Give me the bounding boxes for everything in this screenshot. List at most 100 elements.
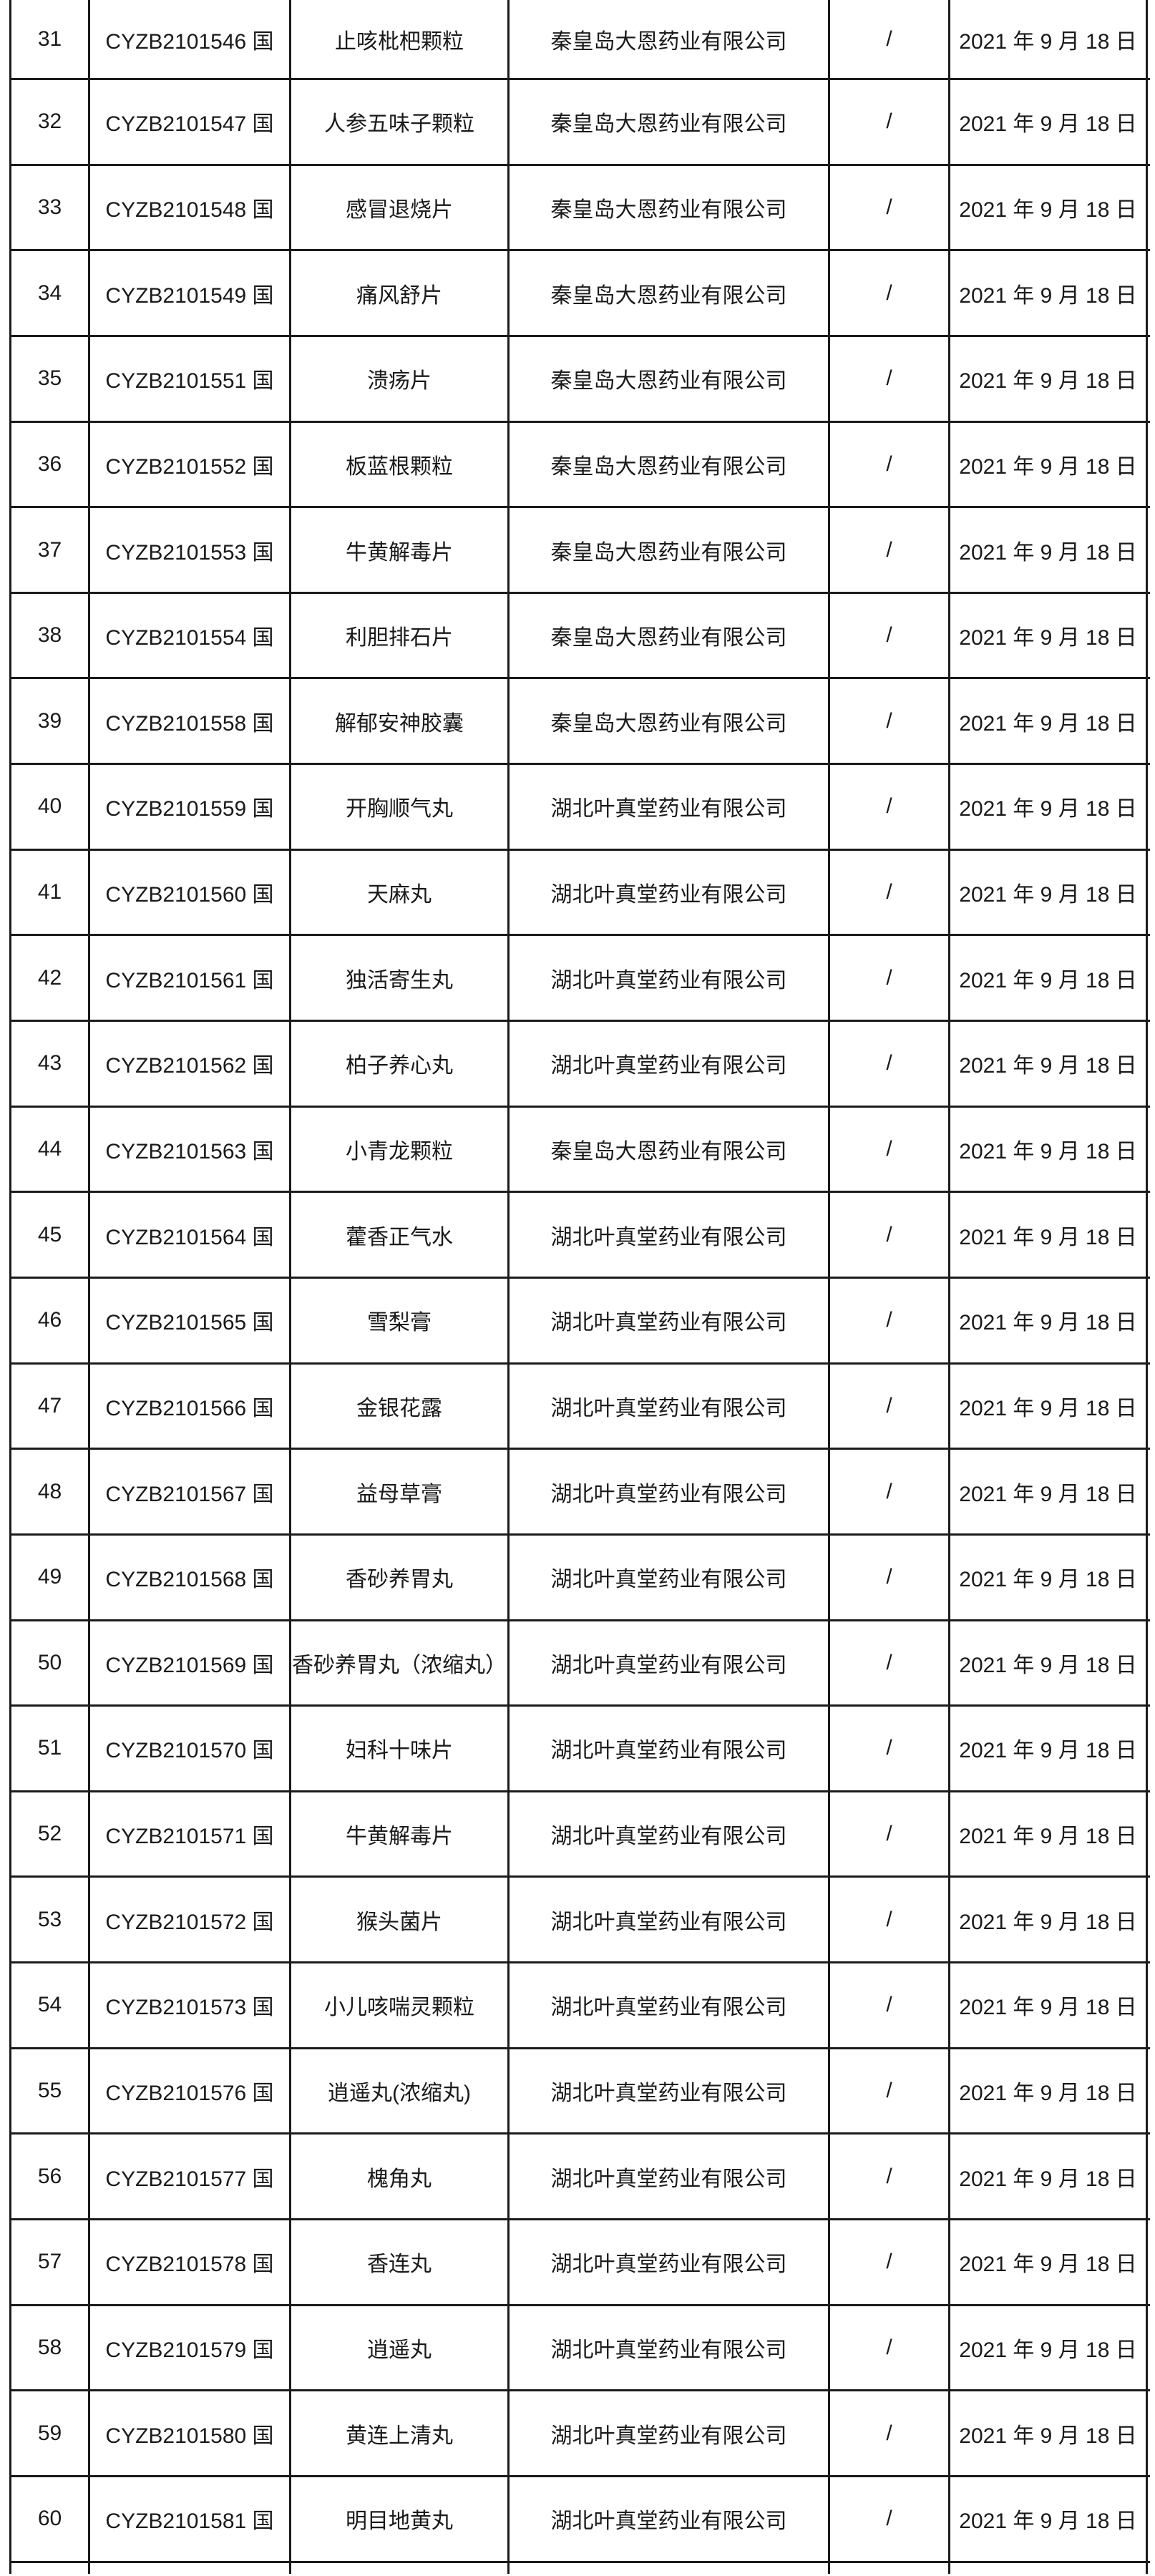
cell-remark: / <box>830 1107 950 1191</box>
cell-approval-date: 2021 年 9 月 18 日 <box>950 0 1148 78</box>
cell-approval-number: CYZB2101553 国 <box>90 508 291 592</box>
cell-company: 湖北叶真堂药业有限公司 <box>510 1878 830 1962</box>
cell-approval-date: 2021 年 9 月 18 日 <box>950 593 1148 678</box>
cell-drug-name: 止咳枇杷颗粒 <box>291 0 510 78</box>
cell-remark: / <box>830 850 950 935</box>
cell-approval-number: CYZB2101573 国 <box>90 1963 291 2047</box>
cell-row-number: 58 <box>11 2306 90 2390</box>
cell-row-number: 44 <box>11 1107 90 1191</box>
cell-company: 湖北叶真堂药业有限公司 <box>510 1450 830 1533</box>
cell-drug-name: 逍遥丸(浓缩丸) <box>291 2049 510 2133</box>
cell-company: 秦皇岛大恩药业有限公司 <box>510 0 830 78</box>
table-row: 42 CYZB2101561 国 独活寄生丸 湖北叶真堂药业有限公司 / 202… <box>11 936 1150 1023</box>
table-row: 39 CYZB2101558 国 解郁安神胶囊 秦皇岛大恩药业有限公司 / 20… <box>11 679 1150 766</box>
cell-drug-name: 独活寄生丸 <box>291 936 510 1020</box>
cell-approval-date: 2021 年 9 月 18 日 <box>950 1707 1148 1790</box>
cell-approval-number: CYZB2101572 国 <box>90 1878 291 1962</box>
cell-company: 湖北叶真堂药业有限公司 <box>510 2391 830 2475</box>
cell-drug-name: 明目地黄丸 <box>291 2477 510 2561</box>
cell-drug-name: 板蓝根颗粒 <box>291 422 510 507</box>
table-row: 37 CYZB2101553 国 牛黄解毒片 秦皇岛大恩药业有限公司 / 202… <box>11 508 1150 594</box>
cell-drug-name: 天麻丸 <box>291 850 510 935</box>
cell-approval-number: CYZB2101580 国 <box>90 2391 291 2475</box>
table-row: 31 CYZB2101546 国 止咳枇杷颗粒 秦皇岛大恩药业有限公司 / 20… <box>11 0 1150 80</box>
cell-drug-name: 香砂养胃丸 <box>291 1535 510 1619</box>
cell-remark <box>830 2562 950 2574</box>
cell-row-number: 39 <box>11 679 90 763</box>
cell-approval-number: CYZB2101552 国 <box>90 422 291 507</box>
cell-row-number: 49 <box>11 1535 90 1619</box>
cell-drug-name: 痛风舒片 <box>291 251 510 335</box>
cell-approval-number: CYZB2101558 国 <box>90 679 291 763</box>
cell-company: 湖北叶真堂药业有限公司 <box>510 2306 830 2390</box>
cell-approval-number: CYZB2101569 国 <box>90 1621 291 1705</box>
cell-remark: / <box>830 765 950 849</box>
cell-approval-number: CYZB2101548 国 <box>90 165 291 250</box>
cell-drug-name: 开胸顺气丸 <box>291 765 510 849</box>
cell-approval-date: 2021 年 9 月 18 日 <box>950 336 1148 421</box>
cell-approval-date: 2021 年 9 月 18 日 <box>950 2391 1148 2475</box>
cell-approval-number: CYZB2101547 国 <box>90 80 291 164</box>
cell-company: 湖北叶真堂药业有限公司 <box>510 2049 830 2133</box>
table-row: 32 CYZB2101547 国 人参五味子颗粒 秦皇岛大恩药业有限公司 / 2… <box>11 80 1150 166</box>
drug-approval-table: 31 CYZB2101546 国 止咳枇杷颗粒 秦皇岛大恩药业有限公司 / 20… <box>9 0 1150 2574</box>
cell-approval-date <box>950 2562 1148 2574</box>
cell-remark: / <box>830 1621 950 1705</box>
cell-row-number: 40 <box>11 765 90 849</box>
table-body: 31 CYZB2101546 国 止咳枇杷颗粒 秦皇岛大恩药业有限公司 / 20… <box>11 0 1150 2563</box>
cell-company <box>510 2562 830 2574</box>
cell-company: 湖北叶真堂药业有限公司 <box>510 1022 830 1106</box>
table-row: 55 CYZB2101576 国 逍遥丸(浓缩丸) 湖北叶真堂药业有限公司 / … <box>11 2049 1150 2135</box>
table-row: 44 CYZB2101563 国 小青龙颗粒 秦皇岛大恩药业有限公司 / 202… <box>11 1107 1150 1194</box>
cell-approval-date: 2021 年 9 月 18 日 <box>950 1878 1148 1962</box>
table-row: 47 CYZB2101566 国 金银花露 湖北叶真堂药业有限公司 / 2021… <box>11 1364 1150 1450</box>
cell-approval-number: CYZB2101571 国 <box>90 1792 291 1876</box>
cell-company: 秦皇岛大恩药业有限公司 <box>510 508 830 592</box>
cell-approval-date: 2021 年 9 月 18 日 <box>950 1621 1148 1705</box>
cell-company: 秦皇岛大恩药业有限公司 <box>510 80 830 164</box>
cell-approval-date: 2021 年 9 月 18 日 <box>950 679 1148 763</box>
cell-approval-date: 2021 年 9 月 18 日 <box>950 165 1148 250</box>
table-row: 50 CYZB2101569 国 香砂养胃丸（浓缩丸） 湖北叶真堂药业有限公司 … <box>11 1621 1150 1707</box>
cell-approval-date: 2021 年 9 月 18 日 <box>950 1364 1148 1448</box>
cell-approval-date: 2021 年 9 月 18 日 <box>950 2306 1148 2390</box>
cell-approval-number: CYZB2101563 国 <box>90 1107 291 1191</box>
table-row: 59 CYZB2101580 国 黄连上清丸 湖北叶真堂药业有限公司 / 202… <box>11 2391 1150 2477</box>
cell-remark: / <box>830 2049 950 2133</box>
cell-drug-name: 黄连上清丸 <box>291 2391 510 2475</box>
cell-approval-date: 2021 年 9 月 18 日 <box>950 2477 1148 2561</box>
cell-drug-name: 槐角丸 <box>291 2135 510 2219</box>
cell-remark: / <box>830 593 950 678</box>
table-row: 35 CYZB2101551 国 溃疡片 秦皇岛大恩药业有限公司 / 2021 … <box>11 336 1150 423</box>
cell-remark: / <box>830 422 950 507</box>
cell-remark: / <box>830 508 950 592</box>
cell-drug-name: 藿香正气水 <box>291 1193 510 1277</box>
cell-approval-number: CYZB2101570 国 <box>90 1707 291 1790</box>
cell-drug-name <box>291 2562 510 2574</box>
cell-row-number: 32 <box>11 80 90 164</box>
table-row: 48 CYZB2101567 国 益母草膏 湖北叶真堂药业有限公司 / 2021… <box>11 1450 1150 1536</box>
cell-approval-number: CYZB2101561 国 <box>90 936 291 1020</box>
cell-row-number: 38 <box>11 593 90 678</box>
cell-company: 湖北叶真堂药业有限公司 <box>510 1707 830 1790</box>
cell-remark: / <box>830 2477 950 2561</box>
cell-remark: / <box>830 1963 950 2047</box>
cell-approval-date: 2021 年 9 月 18 日 <box>950 850 1148 935</box>
cell-approval-number: CYZB2101579 国 <box>90 2306 291 2390</box>
cell-approval-number: CYZB2101576 国 <box>90 2049 291 2133</box>
cell-remark: / <box>830 1193 950 1277</box>
cell-row-number: 55 <box>11 2049 90 2133</box>
cell-approval-number: CYZB2101546 国 <box>90 0 291 78</box>
cell-remark: / <box>830 1022 950 1106</box>
cell-company: 湖北叶真堂药业有限公司 <box>510 2220 830 2304</box>
table-row: 49 CYZB2101568 国 香砂养胃丸 湖北叶真堂药业有限公司 / 202… <box>11 1535 1150 1621</box>
cell-row-number: 43 <box>11 1022 90 1106</box>
cell-row-number: 60 <box>11 2477 90 2561</box>
cell-row-number: 46 <box>11 1278 90 1362</box>
cell-row-number: 35 <box>11 336 90 421</box>
cell-row-number: 34 <box>11 251 90 335</box>
cell-approval-date: 2021 年 9 月 18 日 <box>950 1278 1148 1362</box>
cell-row-number <box>11 2562 90 2574</box>
cell-row-number: 41 <box>11 850 90 935</box>
cell-approval-number: CYZB2101581 国 <box>90 2477 291 2561</box>
